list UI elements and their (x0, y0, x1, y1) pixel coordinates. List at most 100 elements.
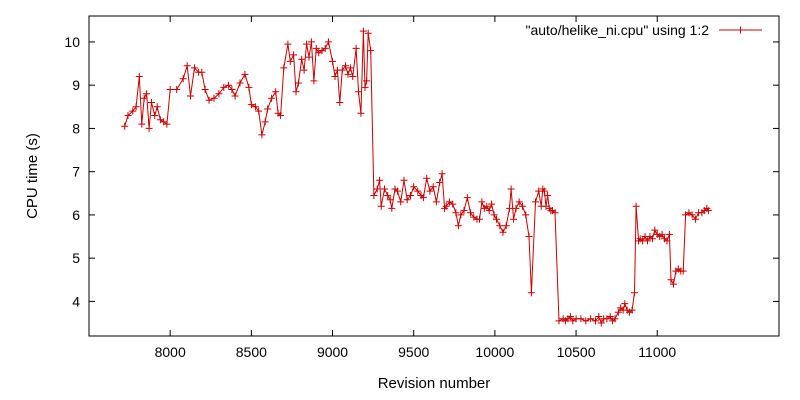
y-tick-label: 5 (72, 250, 80, 266)
data-point-marker (138, 120, 146, 128)
data-point-marker (183, 62, 191, 70)
data-point-marker (611, 315, 619, 323)
data-point-marker (704, 207, 712, 215)
y-tick-label: 7 (72, 164, 80, 180)
data-point-marker (352, 44, 360, 52)
data-point-marker (280, 64, 288, 72)
x-tick-label: 9000 (317, 344, 348, 360)
data-point-marker (614, 308, 622, 316)
data-point-marker (423, 174, 431, 182)
data-point-marker (349, 73, 357, 80)
data-point-marker (346, 64, 354, 72)
data-point-marker (621, 300, 629, 308)
data-point-marker (691, 215, 699, 223)
data-point-marker (255, 107, 263, 115)
data-point-marker (476, 215, 483, 223)
data-point-marker (215, 90, 223, 98)
data-point-marker (496, 222, 504, 230)
data-point-marker (414, 187, 422, 195)
data-point-marker (143, 90, 151, 98)
data-point-marker (429, 183, 437, 191)
data-point-marker (124, 112, 132, 119)
data-point-marker (667, 276, 675, 284)
data-point-marker (151, 112, 159, 119)
data-point-marker (376, 176, 384, 184)
data-point-marker (493, 215, 500, 223)
data-point-marker (241, 70, 249, 78)
x-tick-label: 10000 (475, 344, 514, 360)
data-point-marker (679, 267, 687, 275)
data-point-marker (325, 38, 332, 46)
data-point-marker (338, 66, 346, 74)
data-point-marker (187, 92, 194, 100)
data-point-marker (261, 118, 269, 126)
data-point-marker (225, 81, 233, 89)
x-axis-ticks: 8000 8500 9000 9500 10000 10500 11000 (155, 16, 676, 360)
data-point-marker (384, 192, 392, 199)
data-point-marker (483, 202, 491, 210)
data-point-marker (436, 179, 444, 186)
data-point-marker (336, 99, 344, 106)
x-tick-label: 8000 (155, 344, 186, 360)
data-point-marker (499, 228, 507, 236)
data-point-marker (363, 77, 371, 85)
data-point-marker (272, 88, 280, 96)
data-point-marker (566, 313, 574, 320)
data-point-marker (210, 94, 218, 102)
data-point-marker (251, 103, 259, 111)
data-point-marker (140, 94, 148, 102)
data-point-marker (632, 202, 640, 210)
data-point-marker (485, 207, 493, 215)
legend-series-marker (737, 26, 744, 34)
data-point-marker (292, 88, 300, 96)
data-point-marker (397, 198, 405, 206)
y-axis-title: CPU time (s) (24, 133, 41, 219)
data-point-marker (228, 86, 236, 93)
data-point-marker (577, 315, 585, 323)
data-point-marker (582, 317, 590, 325)
data-point-marker (342, 62, 349, 70)
y-tick-label: 6 (72, 207, 80, 223)
data-point-marker (527, 289, 535, 297)
data-point-marker (394, 187, 401, 195)
data-point-marker (512, 204, 520, 212)
data-point-marker (220, 83, 228, 91)
data-point-marker (419, 194, 427, 202)
data-point-marker (502, 222, 510, 230)
data-point-marker (377, 202, 385, 210)
series-line (124, 31, 709, 325)
y-tick-label: 9 (72, 77, 80, 93)
data-point-marker (457, 211, 465, 219)
x-axis-title: Revision number (378, 375, 491, 392)
data-point-marker (236, 79, 244, 87)
data-point-marker (148, 99, 155, 106)
data-point-marker (454, 222, 462, 230)
data-point-marker (173, 86, 181, 93)
legend-series-label: "auto/helike_ni.cpu" using 1:2 (525, 22, 709, 38)
data-point-marker (163, 120, 171, 128)
data-point-marker (370, 192, 378, 199)
data-point-marker (300, 66, 308, 74)
x-tick-label: 10500 (557, 344, 596, 360)
data-point-marker (307, 38, 315, 46)
data-point-marker (540, 187, 548, 195)
data-point-marker (231, 92, 239, 100)
data-point-marker (310, 77, 318, 85)
data-point-marker (449, 200, 457, 208)
data-point-marker (245, 83, 253, 91)
data-point-marker (587, 315, 595, 323)
data-point-marker (191, 64, 198, 72)
data-point-marker (665, 230, 673, 238)
data-point-marker (321, 44, 329, 52)
data-point-marker (460, 207, 468, 215)
data-point-marker (357, 109, 365, 117)
data-point-marker (510, 215, 518, 223)
data-point-marker (410, 183, 418, 191)
data-point-marker (688, 211, 696, 219)
data-point-marker (595, 313, 603, 320)
data-point-marker (606, 313, 614, 320)
data-point-marker (264, 105, 272, 113)
data-point-marker (432, 198, 440, 206)
data-point-marker (386, 196, 394, 204)
